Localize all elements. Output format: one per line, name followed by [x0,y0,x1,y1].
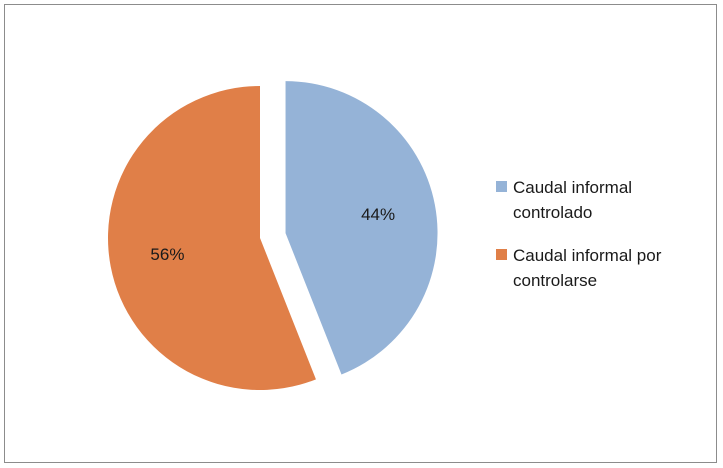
pie-label-to-control: 56% [150,245,184,264]
legend-label-controlled: Caudal informal controlado [513,178,633,222]
legend-swatch-to-control [496,249,507,260]
legend-label-to-control: Caudal informal por controlarse [513,246,662,290]
pie-slice-controlled [285,81,438,375]
legend-item-to-control: Caudal informal por controlarse [496,243,696,293]
legend-swatch-controlled [496,181,507,192]
pie-label-controlled: 44% [361,205,395,224]
pie-slice-to-control [108,86,316,390]
legend: Caudal informal controlado Caudal inform… [496,175,696,311]
legend-item-controlled: Caudal informal controlado [496,175,696,225]
